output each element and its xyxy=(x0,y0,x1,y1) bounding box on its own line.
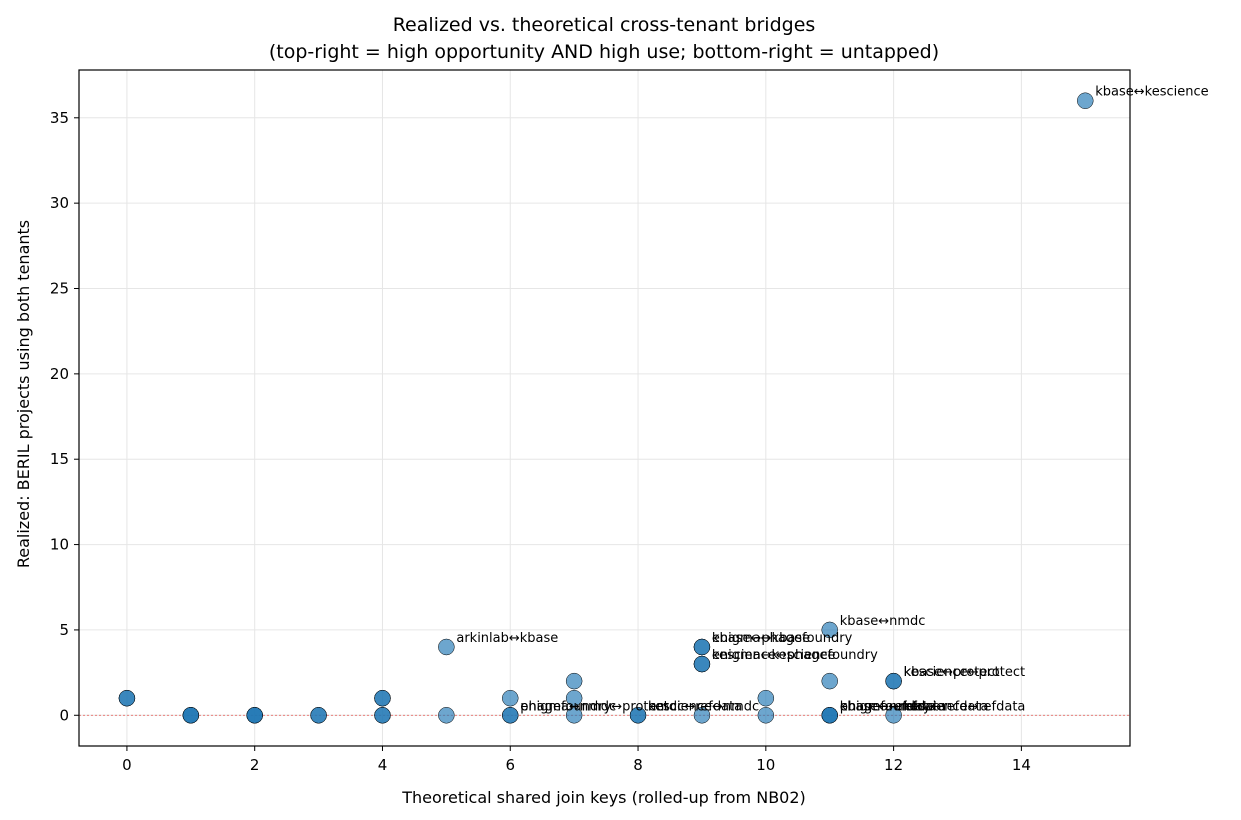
scatter-point xyxy=(629,707,647,724)
point-annotation: kbase↔refdata xyxy=(840,699,936,714)
point-annotation: kbase↔nmdc xyxy=(840,614,926,629)
point-annotation: arkinlab↔kbase xyxy=(456,631,558,646)
scatter-point xyxy=(821,621,838,639)
x-axis-label: Theoretical shared join keys (rolled-up … xyxy=(401,788,806,807)
point-annotation: kescience↔refdata xyxy=(904,699,1026,714)
point-annotation: enigma↔kescience xyxy=(712,648,836,663)
scatter-point xyxy=(310,707,327,724)
point-annotations: kbase↔kescience kbase↔nmdc arkinlab↔kbase e… xyxy=(456,85,1208,715)
point-annotation: kbase↔phagefoundry xyxy=(712,631,853,646)
x-tick-label: 8 xyxy=(633,756,643,774)
y-tick-label: 15 xyxy=(50,450,69,468)
y-axis-ticks: 0 5 10 15 20 25 30 35 xyxy=(50,109,79,724)
scatter-point xyxy=(565,689,583,707)
y-tick-label: 30 xyxy=(50,194,69,212)
y-tick-label: 20 xyxy=(50,365,69,383)
point-annotation: phagefoundry↔refdata xyxy=(840,699,989,714)
scatter-point xyxy=(885,707,902,724)
scatter-point xyxy=(693,707,711,724)
x-tick-label: 12 xyxy=(884,756,903,774)
point-annotation: kescience↔phagefoundry xyxy=(712,648,878,663)
x-tick-label: 6 xyxy=(505,756,515,774)
x-axis-ticks: 0 2 4 6 8 10 12 14 xyxy=(122,746,1031,774)
chart-title-line2: (top-right = high opportunity AND high u… xyxy=(269,41,939,63)
scatter-point xyxy=(885,672,902,690)
x-tick-label: 4 xyxy=(378,756,388,774)
point-annotation: kbase↔protect xyxy=(904,665,1000,680)
y-tick-label: 10 xyxy=(50,536,69,554)
scatter-point xyxy=(374,689,391,707)
x-tick-label: 2 xyxy=(250,756,260,774)
grid-lines xyxy=(79,70,1130,746)
scatter-point xyxy=(821,672,838,690)
point-annotation: kescience↔protect xyxy=(904,665,1025,680)
x-tick-label: 14 xyxy=(1012,756,1031,774)
scatter-point xyxy=(757,689,775,707)
scatter-point xyxy=(502,689,519,707)
point-annotation: enigma↔kbase xyxy=(712,631,810,646)
y-axis-label: Realized: BERIL projects using both tena… xyxy=(14,220,33,568)
scatter-point xyxy=(821,707,838,724)
scatter-point xyxy=(374,707,391,724)
y-tick-label: 0 xyxy=(59,706,69,724)
scatter-point xyxy=(565,707,583,724)
scatter-point xyxy=(182,707,200,724)
point-annotation: nmdc↔refdata xyxy=(648,699,742,714)
data-points xyxy=(118,92,1094,724)
scatter-point xyxy=(118,689,136,707)
y-tick-label: 5 xyxy=(59,621,69,639)
scatter-point xyxy=(1077,92,1094,109)
y-tick-label: 25 xyxy=(50,280,69,298)
scatter-point xyxy=(757,707,775,724)
x-tick-label: 0 xyxy=(122,756,132,774)
point-annotation: phagefoundry↔protect xyxy=(520,699,669,714)
scatter-point xyxy=(693,655,711,673)
chart-title-line1: Realized vs. theoretical cross-tenant br… xyxy=(393,14,816,36)
scatter-point xyxy=(246,707,263,724)
point-annotation: enigma↔nmdc xyxy=(520,699,616,714)
plot-area-frame xyxy=(78,69,1131,747)
scatter-point xyxy=(502,707,519,724)
scatter-point xyxy=(693,638,711,656)
point-annotation: enigma↔refdata xyxy=(840,699,947,714)
point-annotation: kescience↔nmdc xyxy=(648,699,759,714)
point-annotation: kbase↔kescience xyxy=(1095,85,1208,100)
scatter-point xyxy=(565,672,583,690)
x-tick-label: 10 xyxy=(756,756,775,774)
y-tick-label: 35 xyxy=(50,109,69,127)
scatter-point xyxy=(438,638,455,656)
scatter-point xyxy=(438,707,455,724)
